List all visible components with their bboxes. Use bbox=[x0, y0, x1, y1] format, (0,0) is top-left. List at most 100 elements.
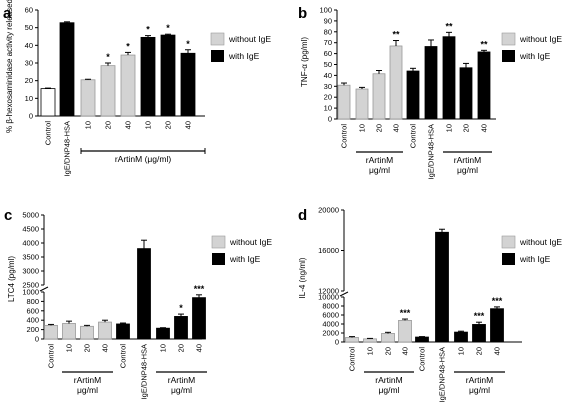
y-tick-label-a: 30 bbox=[25, 59, 33, 68]
y-tick-label-d: 16000 bbox=[318, 246, 339, 255]
x-tick-label-c: 10 bbox=[159, 344, 168, 352]
group-sublabel-c: μg/ml bbox=[171, 385, 192, 395]
bar-c-8 bbox=[192, 297, 206, 340]
legend-label-without-a: without IgE bbox=[228, 34, 271, 44]
legend-swatch-with-b bbox=[502, 50, 515, 62]
bar-d-1 bbox=[363, 338, 377, 343]
x-tick-label-d: 20 bbox=[384, 347, 393, 355]
legend-swatch-without-a bbox=[210, 32, 225, 46]
significance-a: * bbox=[126, 41, 130, 51]
x-tick-label-d: Control bbox=[418, 347, 427, 372]
bar-d-3 bbox=[398, 319, 412, 343]
x-tick-label-c: 40 bbox=[101, 344, 110, 352]
bar-d-2 bbox=[381, 333, 395, 343]
y-tick-label-d: 6000 bbox=[322, 311, 339, 320]
x-tick-label-b: Control bbox=[409, 124, 418, 149]
x-tick-label-b: 20 bbox=[375, 124, 384, 132]
group-sublabel-d: μg/ml bbox=[469, 385, 490, 395]
significance-c: *** bbox=[194, 284, 205, 294]
group-label-c: rArtinM bbox=[168, 375, 195, 385]
group-label-a: rArtinM (μg/ml) bbox=[115, 154, 172, 164]
y-axis-label-c: LTC4 (pg/ml) bbox=[7, 256, 16, 302]
x-tick-label-d: IgE/DNP48-HSA bbox=[438, 347, 447, 402]
y-tick-label-d: 4000 bbox=[322, 320, 339, 329]
group-label-b: rArtinM bbox=[366, 155, 393, 165]
x-tick-label-a: 20 bbox=[104, 121, 113, 129]
bar-a-2 bbox=[80, 79, 96, 117]
bar-d-6 bbox=[454, 331, 468, 343]
y-tick-label-c: 4500 bbox=[22, 225, 39, 234]
significance-a: * bbox=[166, 23, 170, 33]
x-tick-label-a: IgE/DNP48-HSA bbox=[63, 121, 72, 176]
bar-a-6 bbox=[160, 34, 176, 117]
y-tick-label-b: 40 bbox=[324, 71, 332, 80]
x-tick-label-b: 40 bbox=[392, 124, 401, 132]
legend-label-with-a: with IgE bbox=[228, 51, 260, 61]
legend-label-without-b: without IgE bbox=[519, 34, 562, 44]
panel-label-d: d bbox=[298, 207, 307, 224]
bar-b-2 bbox=[372, 73, 386, 120]
x-tick-label-d: 10 bbox=[366, 347, 375, 355]
y-tick-label-d: 20000 bbox=[318, 206, 339, 215]
y-tick-label-b: 60 bbox=[324, 49, 332, 58]
significance-d: *** bbox=[492, 296, 503, 306]
x-tick-label-b: 10 bbox=[358, 124, 367, 132]
y-tick-label-b: 10 bbox=[324, 104, 332, 113]
panel-label-c: c bbox=[4, 207, 12, 224]
bar-a-0 bbox=[40, 88, 56, 117]
significance-c: * bbox=[179, 303, 183, 313]
bar-b-1 bbox=[355, 88, 369, 120]
group-sublabel-b: μg/ml bbox=[457, 165, 478, 175]
y-tick-label-c: 400 bbox=[26, 316, 39, 325]
y-tick-label-a: 0 bbox=[29, 112, 33, 121]
x-tick-label-c: 10 bbox=[65, 344, 74, 352]
y-tick-label-a: 20 bbox=[25, 76, 33, 85]
y-tick-label-c: 4000 bbox=[22, 239, 39, 248]
y-tick-label-d: 0 bbox=[335, 338, 339, 347]
y-tick-label-c: 5000 bbox=[22, 211, 39, 220]
bar-c-2 bbox=[80, 325, 94, 340]
significance-a: * bbox=[106, 52, 110, 62]
significance-a: * bbox=[186, 39, 190, 49]
bar-c-1 bbox=[62, 323, 76, 340]
bar-d-0 bbox=[345, 337, 359, 343]
y-tick-label-a: 10 bbox=[25, 94, 33, 103]
y-tick-label-c: 1000 bbox=[22, 288, 39, 297]
group-sublabel-c: μg/ml bbox=[77, 385, 98, 395]
x-tick-label-a: 10 bbox=[144, 121, 153, 129]
significance-d: *** bbox=[400, 308, 411, 318]
bar-c-5 bbox=[137, 248, 151, 340]
bar-b-4 bbox=[406, 70, 420, 120]
x-tick-label-c: Control bbox=[47, 344, 56, 369]
x-tick-label-d: 40 bbox=[493, 347, 502, 355]
x-tick-label-a: 20 bbox=[164, 121, 173, 129]
significance-b: ** bbox=[392, 30, 400, 40]
x-tick-label-b: 10 bbox=[445, 124, 454, 132]
x-tick-label-c: 20 bbox=[83, 344, 92, 352]
significance-b: ** bbox=[445, 21, 453, 31]
significance-a: * bbox=[146, 25, 150, 35]
x-tick-label-b: 40 bbox=[480, 124, 489, 132]
bar-a-4 bbox=[120, 54, 136, 117]
y-axis-label-d: IL-4 (ng/ml) bbox=[298, 257, 307, 298]
y-tick-label-a: 40 bbox=[25, 41, 33, 50]
panel-label-a: a bbox=[3, 5, 12, 22]
y-tick-label-b: 50 bbox=[324, 60, 332, 69]
bar-d-5 bbox=[435, 231, 449, 343]
bar-c-3 bbox=[98, 321, 112, 340]
x-tick-label-c: Control bbox=[119, 344, 128, 369]
bar-a-3 bbox=[100, 65, 116, 117]
x-tick-label-a: Control bbox=[44, 121, 53, 146]
bar-d-4 bbox=[415, 336, 429, 343]
group-label-d: rArtinM bbox=[466, 375, 493, 385]
y-tick-label-b: 70 bbox=[324, 38, 332, 47]
y-tick-label-b: 80 bbox=[324, 27, 332, 36]
y-tick-label-c: 3000 bbox=[22, 267, 39, 276]
group-sublabel-b: μg/ml bbox=[369, 165, 390, 175]
legend-swatch-without-b bbox=[501, 32, 516, 46]
x-tick-label-b: Control bbox=[340, 124, 349, 149]
y-tick-label-b: 30 bbox=[324, 82, 332, 91]
legend-label-without-c: without IgE bbox=[229, 237, 272, 247]
bar-c-0 bbox=[44, 324, 58, 340]
